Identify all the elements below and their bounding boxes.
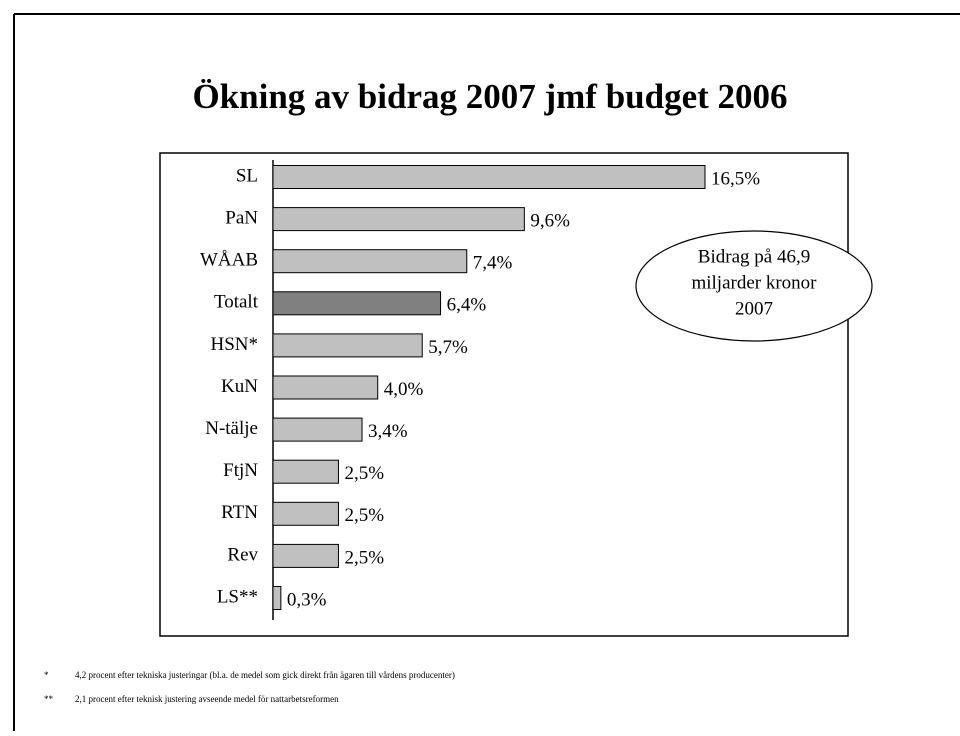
category-label: N-tälje [205, 418, 258, 439]
bar [272, 417, 363, 442]
bar [272, 543, 339, 568]
category-label: Rev [227, 544, 258, 565]
value-label: 5,7% [428, 337, 468, 358]
value-label: 2,5% [344, 505, 384, 526]
footnote-marker: * [44, 670, 49, 680]
callout-text: 2007 [735, 298, 773, 319]
bar [272, 501, 339, 526]
value-label: 3,4% [368, 421, 408, 442]
bar [272, 375, 379, 400]
category-label: LS** [217, 586, 258, 607]
value-label: 0,3% [287, 589, 327, 610]
value-label: 6,4% [447, 295, 487, 316]
bar [272, 459, 339, 484]
footnote-text: 2,1 procent efter teknisk justering avse… [75, 694, 339, 704]
category-label: Totalt [214, 292, 259, 313]
category-label: SL [236, 165, 258, 186]
bar [272, 291, 442, 316]
value-label: 2,5% [344, 463, 384, 484]
bar [272, 207, 525, 232]
category-label: FtjN [223, 460, 258, 481]
chart-title: Ökning av bidrag 2007 jmf budget 2006 [192, 77, 787, 116]
value-label: 9,6% [530, 210, 570, 231]
category-label: RTN [221, 502, 258, 523]
category-label: HSN* [210, 334, 258, 355]
footnote-text: 4,2 procent efter tekniska justeringar (… [75, 670, 455, 680]
value-label: 4,0% [384, 379, 424, 400]
bar [272, 586, 282, 610]
callout-text: Bidrag på 46,9 [698, 246, 810, 267]
callout [635, 230, 873, 342]
category-label: PaN [225, 207, 258, 228]
value-label: 16,5% [711, 168, 760, 189]
callout-text: miljarder kronor [691, 272, 817, 293]
value-label: 2,5% [344, 547, 384, 568]
category-label: KuN [221, 376, 258, 397]
value-label: 7,4% [473, 253, 513, 274]
bar [272, 165, 706, 189]
footnote-marker: ** [44, 694, 54, 704]
category-label: WÅAB [200, 250, 258, 271]
bar [272, 333, 423, 358]
bar [272, 249, 468, 274]
